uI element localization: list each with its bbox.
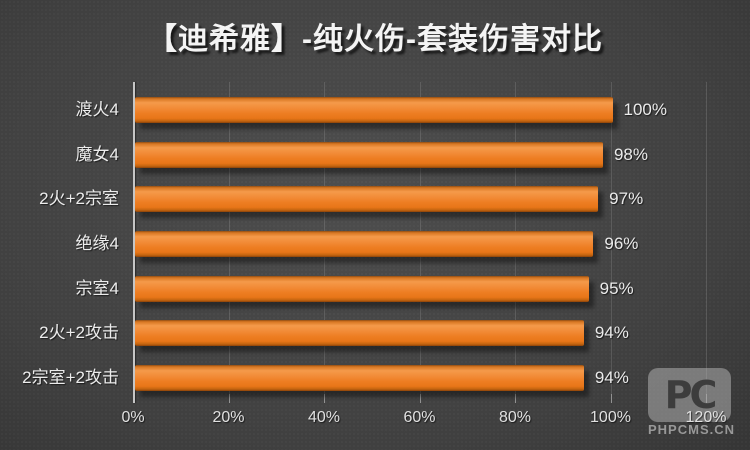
category-label-2火+2宗室: 2火+2宗室 [39,189,119,209]
tick-mark-100% [610,394,612,403]
category-label-宗室4: 宗室4 [75,278,119,298]
gridline-100% [610,82,612,403]
bar-2火+2攻击 [135,320,584,347]
bar-2火+2宗室 [135,186,599,213]
watermark-site-name: PHPCMS.CN [648,422,736,437]
bar-宗室4 [135,275,589,302]
tick-mark-80% [515,394,516,403]
gridline-120% [706,82,707,403]
x-tick-label-40%: 40% [307,409,341,426]
bar-绝缘4 [135,231,594,257]
watermark: PC PHPCMS.CN [648,368,743,440]
x-tick-label-120%: 120% [685,409,727,426]
value-label-绝缘4: 96% [604,234,639,253]
value-label-2火+2攻击: 94% [594,323,629,343]
x-tick-label-0%: 0% [121,409,145,426]
y-axis-line [133,82,135,403]
tick-mark-40% [324,394,325,403]
category-label-渡火4: 渡火4 [75,100,119,119]
x-tick-label-100%: 100% [590,409,631,426]
watermark-logo-badge: PC [648,368,731,422]
value-label-宗室4: 95% [599,278,634,298]
watermark-logo-text: PC [664,373,718,417]
tick-mark-60% [419,394,421,403]
value-label-2火+2宗室: 97% [609,189,644,209]
x-tick-label-80%: 80% [498,409,532,426]
plot-area: 100% 98% 97% 96% 95% 94% 94% [133,82,750,403]
category-label-2宗室+2攻击: 2宗室+2攻击 [22,368,119,388]
bar-2宗室+2攻击 [135,365,584,392]
category-label-魔女4: 魔女4 [75,144,119,164]
category-axis: 渡火4 魔女4 2火+2宗室绝缘4 宗室4 2火+2攻击 2宗室+2攻击 [0,82,125,403]
bar-渡火4 [135,97,613,123]
chart-title: 【迪希雅】-纯火伤-套装伤害对比 [147,23,603,56]
value-label-魔女4: 98% [613,144,648,164]
x-tick-label-60%: 60% [403,409,436,426]
x-axis-labels: 0% 20% 40% 60% 80% 100% 120% [0,409,750,437]
category-label-2火+2攻击: 2火+2攻击 [39,323,119,343]
bar-魔女4 [135,141,603,168]
x-tick-label-20%: 20% [212,409,245,426]
value-label-渡火4: 100% [623,100,667,119]
value-label-2宗室+2攻击: 94% [594,368,629,388]
tick-mark-20% [228,394,230,403]
category-label-绝缘4: 绝缘4 [75,234,119,253]
